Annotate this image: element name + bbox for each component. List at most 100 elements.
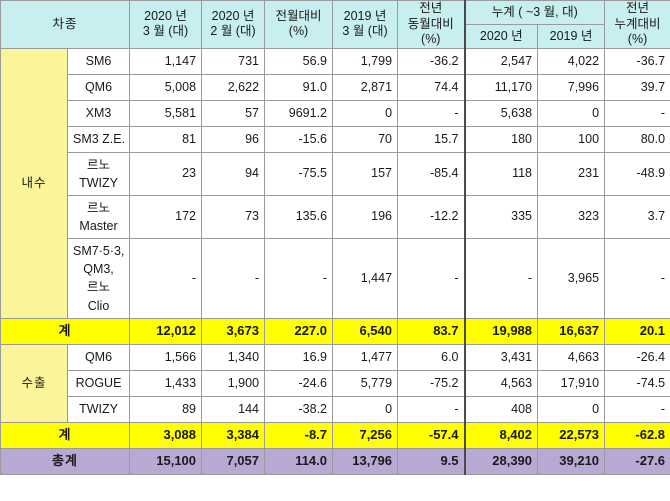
value-cell: - xyxy=(463,237,539,319)
value-cell: - xyxy=(604,395,670,423)
model-name-line: Master xyxy=(79,218,118,233)
value-cell: 1,566 xyxy=(129,343,203,371)
subtotal-value-cell: 20.1 xyxy=(604,317,670,345)
table-row: SM7·5·3, QM3, 르노 Clio - - -1,447- -3,965- xyxy=(1,237,670,319)
header-year-ago-line1: 2019 년 xyxy=(343,8,387,23)
value-cell: 1,799 xyxy=(332,47,399,75)
section-label-domestic: 내수 xyxy=(0,47,68,319)
model-name-line: 르노 xyxy=(87,157,111,172)
model-name-line: QM3, xyxy=(83,262,114,277)
model-name-cell: ROGUE xyxy=(66,369,131,397)
value-cell: - xyxy=(129,237,203,319)
model-name-line: 르노 xyxy=(87,280,111,295)
value-cell: 196 xyxy=(332,194,399,239)
vehicle-sales-table: 차종 2020 년 3 월 (대) 2020 년 2 월 (대) 전월대비 (%… xyxy=(0,0,670,475)
value-cell: 15.7 xyxy=(397,125,466,153)
value-cell: 2,622 xyxy=(201,73,266,101)
value-cell: 144 xyxy=(201,395,266,423)
subtotal-value-cell: 8,402 xyxy=(463,421,539,449)
subtotal-value-cell: 12,012 xyxy=(129,317,203,345)
grand-total-value-cell: -27.6 xyxy=(604,447,670,475)
header-mom-line2: (%) xyxy=(288,24,309,39)
header-cur-month-line2: 3 월 (대) xyxy=(142,24,189,39)
value-cell: - xyxy=(397,237,466,319)
header-col-year-ago: 2019 년 3 월 (대) xyxy=(332,0,399,49)
header-prev-month-line2: 2 월 (대) xyxy=(210,24,256,39)
table-row: TWIZY 89 144 -38.2 0-408 0- xyxy=(1,395,670,423)
value-cell: 172 xyxy=(129,194,203,239)
model-name-line: SM6 xyxy=(85,54,112,69)
value-cell: 118 xyxy=(463,151,539,196)
value-cell: -26.4 xyxy=(604,343,670,371)
value-cell: 80.0 xyxy=(604,125,670,153)
value-cell: 23 xyxy=(129,151,203,196)
value-cell: 2,871 xyxy=(332,73,399,101)
value-cell: -48.9 xyxy=(604,151,670,196)
subtotal-value-cell: 16,637 xyxy=(537,317,606,345)
value-cell: 0 xyxy=(332,99,399,127)
value-cell: -15.6 xyxy=(264,125,334,153)
value-cell: 5,779 xyxy=(332,369,399,397)
value-cell: - xyxy=(604,237,670,319)
grand-total-value-cell: 28,390 xyxy=(463,447,539,475)
model-name-cell: SM6 xyxy=(66,47,131,75)
value-cell: -24.6 xyxy=(264,369,334,397)
table-row: 수출 QM6 1,566 1,340 16.9 1,477 6.0 3,431 4,663 -26… xyxy=(0,343,670,423)
value-cell: 3,431 xyxy=(463,343,539,371)
value-cell: 16.9 xyxy=(264,343,334,371)
header-col-cum-2020: 2020 년 xyxy=(463,23,539,49)
model-name-cell: XM3 xyxy=(66,99,131,127)
value-cell: 9691.2 xyxy=(264,99,334,127)
subtotal-value-cell: 3,384 xyxy=(201,421,266,449)
header-col-cum-yoy: 전년 누계대비 (%) xyxy=(604,0,670,49)
subtotal-value-cell: -62.8 xyxy=(604,421,670,449)
value-cell: 408 xyxy=(463,395,539,423)
header-row-label: 차종 xyxy=(0,0,131,49)
model-name-cell: SM7·5·3, QM3, 르노 Clio xyxy=(66,237,131,319)
value-cell: -12.2 xyxy=(397,194,466,239)
value-cell: 91.0 xyxy=(264,73,334,101)
model-name-line: SM7·5·3, xyxy=(73,244,125,259)
subtotal-row: 계 12,012 3,673 227.0 6,540 83.7 19,988 16,637 20… xyxy=(0,317,670,345)
header-col-mom: 전월대비 (%) xyxy=(264,0,334,49)
value-cell: 5,581 xyxy=(129,99,203,127)
header-year-ago-line2: 3 월 (대) xyxy=(342,24,388,39)
subtotal-row: 계 3,088 3,384 -8.7 7,256 -57.4 8,402 22,573 -62.… xyxy=(0,421,670,449)
grand-total-value-cell: 9.5 xyxy=(397,447,466,475)
value-cell: 96 xyxy=(201,125,266,153)
table-row: SM3 Z.E. 81 96 -15.6 70 15.7 180 100 80.0 xyxy=(1,125,670,153)
value-cell: -75.2 xyxy=(397,369,466,397)
header-mom-line1: 전월대비 xyxy=(275,8,322,23)
subtotal-value-cell: 227.0 xyxy=(264,317,334,345)
value-cell: 5,008 xyxy=(129,73,203,101)
header-col-cumulative-group: 누계 ( ~3 월, 대) xyxy=(463,0,606,25)
value-cell: - xyxy=(201,237,266,319)
subtotal-value-cell: 22,573 xyxy=(537,421,606,449)
header-col-prev-month: 2020 년 2 월 (대) xyxy=(201,0,266,49)
table-row: 르노 Master 172 73 135.6 196 -12.2 335 323 3.7 xyxy=(1,194,670,239)
subtotal-value-cell: 83.7 xyxy=(397,317,466,345)
value-cell: - xyxy=(397,395,466,423)
model-name-line: SM3 Z.E. xyxy=(73,132,126,147)
grand-total-row: 총계 15,100 7,057 114.0 13,796 9.5 28,390 39,210-… xyxy=(0,447,670,475)
value-cell: 89 xyxy=(129,395,203,423)
model-name-cell: 르노 TWIZY xyxy=(66,151,131,196)
header-cum-yoy-line3: (%) xyxy=(627,32,648,47)
grand-total-value-cell: 7,057 xyxy=(201,447,266,475)
value-cell: -85.4 xyxy=(397,151,466,196)
table-row: ROGUE 1,433 1,900 -24.6 5,779 -75.2 4,563 17,91… xyxy=(1,369,670,397)
value-cell: 1,447 xyxy=(332,237,399,319)
model-name-cell: QM6 xyxy=(66,343,131,371)
value-cell: 11,170 xyxy=(463,73,539,101)
model-name-line: TWIZY xyxy=(79,402,118,417)
value-cell: 17,910 xyxy=(537,369,606,397)
value-cell: 2,547 xyxy=(463,47,539,75)
value-cell: 70 xyxy=(332,125,399,153)
header-col-yoy: 전년 동월대비 (%) xyxy=(397,0,466,49)
value-cell: 4,022 xyxy=(537,47,606,75)
value-cell: 135.6 xyxy=(264,194,334,239)
value-cell: 81 xyxy=(129,125,203,153)
subtotal-value-cell: 6,540 xyxy=(332,317,399,345)
value-cell: 6.0 xyxy=(397,343,466,371)
value-cell: - xyxy=(397,99,466,127)
